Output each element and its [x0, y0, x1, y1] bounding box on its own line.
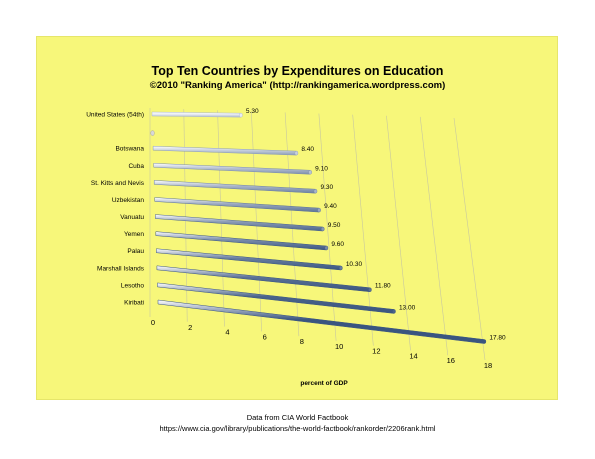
value-label: 11.80 [375, 283, 391, 290]
x-tick-label: 14 [409, 351, 417, 360]
value-label: 13.00 [399, 304, 416, 311]
bar [152, 145, 297, 156]
bar [151, 111, 242, 118]
bar [153, 180, 316, 194]
value-label: 17.80 [489, 335, 506, 342]
chart-subtitle: ©2010 "Ranking America" (http://rankinga… [149, 80, 446, 91]
bar [157, 299, 485, 344]
x-tick-label: 2 [188, 323, 192, 332]
category-label: United States (54th) [86, 112, 144, 119]
category-label: Palau [127, 248, 144, 255]
value-label: 9.50 [328, 222, 341, 229]
gap-marker [150, 130, 155, 136]
category-label: Kiribati [124, 300, 144, 307]
bar-layer [150, 111, 487, 344]
x-tick-label: 10 [335, 342, 343, 351]
x-tick-label: 6 [263, 332, 267, 341]
bar-end-cap [239, 112, 243, 118]
category-label: Botswana [115, 146, 144, 153]
bar-end-cap [482, 339, 487, 344]
x-tick-label: 18 [484, 361, 492, 370]
bar-end-cap [317, 207, 321, 213]
value-label: 9.10 [315, 165, 328, 172]
x-axis-title: percent of GDP [300, 380, 348, 387]
x-tick-label: 4 [225, 328, 229, 337]
source-url: https://www.cia.gov/library/publications… [159, 424, 436, 433]
category-label: Uzbekistan [112, 197, 145, 204]
source-note: Data from CIA World Factbook [246, 413, 349, 422]
x-tick-label: 12 [372, 347, 380, 356]
bar-end-cap [392, 309, 396, 314]
value-label: 10.30 [346, 261, 363, 268]
x-tick-label: 16 [447, 356, 455, 365]
bar [155, 231, 327, 251]
x-tick-label: 0 [151, 318, 155, 327]
gridline [419, 116, 449, 356]
category-label: Marshall Islands [97, 265, 145, 272]
category-label: Cuba [128, 163, 144, 170]
value-label: 5.30 [246, 108, 259, 115]
bar [153, 163, 311, 175]
category-label: St. Kitts and Nevis [91, 180, 145, 187]
value-label: 9.30 [320, 184, 333, 191]
gridline [453, 117, 486, 361]
bar [154, 197, 320, 213]
bar [155, 214, 323, 232]
bar-end-cap [308, 170, 312, 175]
value-label: 9.60 [331, 241, 344, 248]
category-label: Yemen [124, 231, 144, 238]
bar-end-cap [320, 226, 325, 232]
bar [156, 248, 342, 271]
label-layer: 0 2 4 6 8 10 12 14 16 18 United States (54th) 5.30 B… [86, 108, 506, 387]
category-label: Lesotho [121, 282, 145, 289]
bar-end-cap [324, 245, 329, 251]
bar-end-cap [339, 265, 343, 271]
value-label: 9.40 [324, 203, 337, 210]
bar-end-cap [368, 287, 372, 292]
chart-title: Top Ten Countries by Expenditures on Edu… [151, 64, 444, 78]
x-tick-label: 8 [300, 337, 304, 346]
bar-end-cap [313, 188, 318, 194]
category-label: Vanuatu [120, 214, 144, 221]
gridline [386, 115, 411, 351]
bar-end-cap [294, 150, 299, 156]
value-label: 8.40 [301, 146, 314, 153]
